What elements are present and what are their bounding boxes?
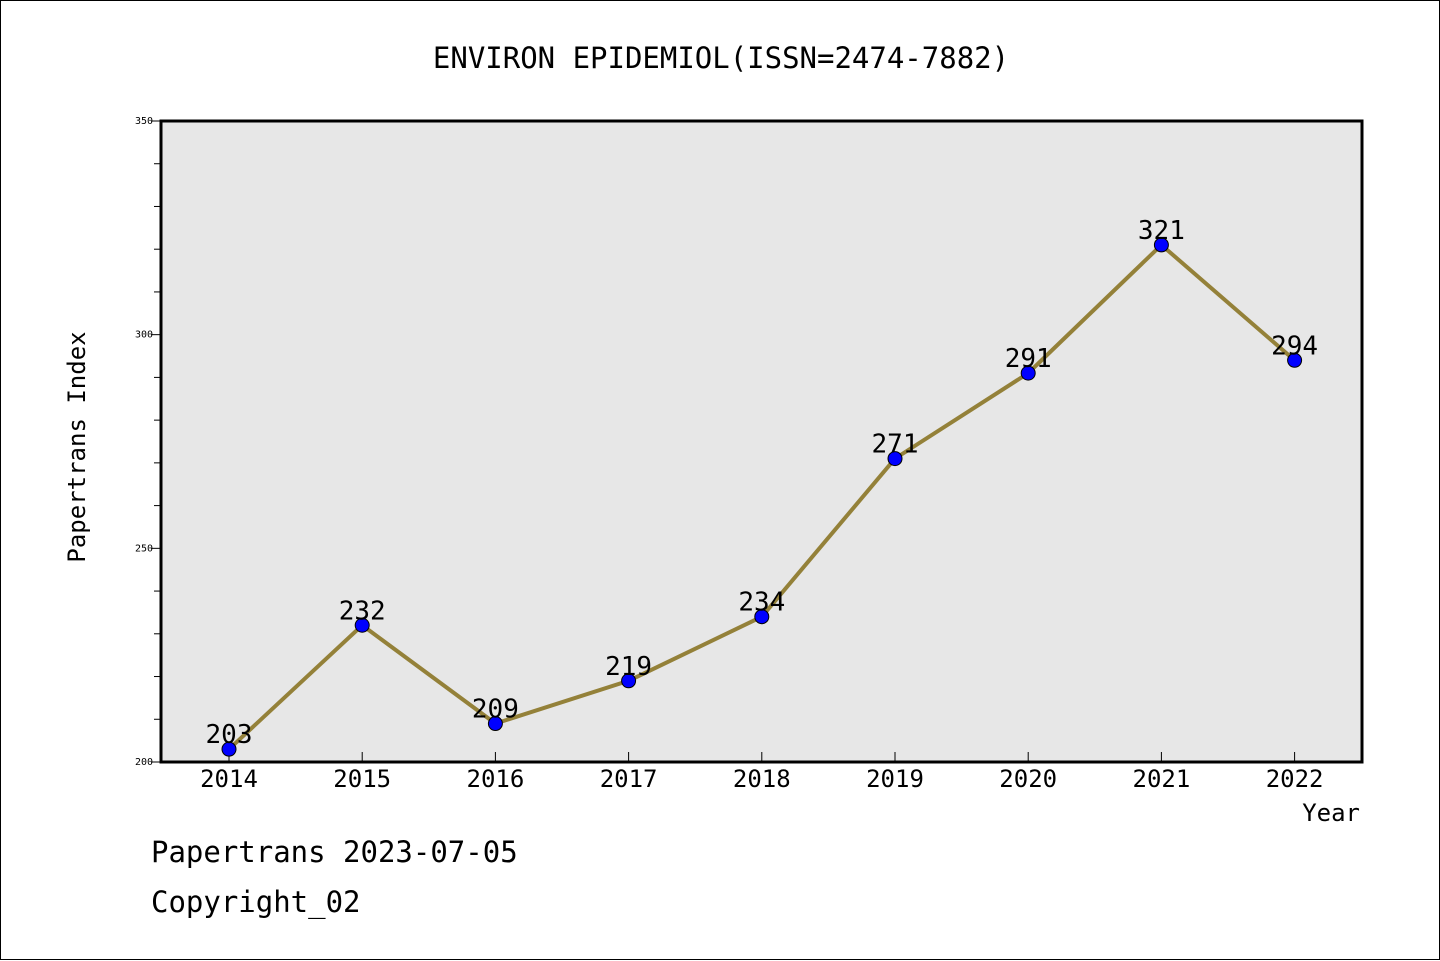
chart-title: ENVIRON EPIDEMIOL(ISSN=2474-7882) — [433, 41, 1009, 75]
y-axis-label: Papertrans Index — [63, 331, 91, 562]
data-label: 234 — [738, 588, 785, 618]
x-tick-label: 2019 — [866, 765, 924, 793]
y-tick-label: 200 — [135, 757, 153, 768]
x-tick-label: 2016 — [467, 765, 525, 793]
x-axis: 2014 2015 2016 2017 2018 2019 2020 2021 2022 — [200, 752, 1323, 793]
series-papertrans-index — [221, 237, 1303, 757]
data-point — [221, 741, 237, 757]
y-axis: 200 250 300 350 — [135, 116, 161, 768]
x-tick-label: 2018 — [733, 765, 791, 793]
y-tick-label: 350 — [135, 116, 153, 127]
footer-copyright: Copyright_02 — [151, 885, 361, 919]
data-point — [621, 673, 637, 689]
x-tick-label: 2020 — [999, 765, 1057, 793]
data-point — [354, 617, 370, 633]
data-label: 219 — [605, 652, 652, 682]
data-label: 291 — [1005, 344, 1052, 374]
data-point — [487, 716, 503, 732]
data-point — [1020, 365, 1036, 381]
data-point — [754, 609, 770, 625]
data-point — [1153, 237, 1169, 253]
data-label: 203 — [206, 720, 253, 750]
data-label: 232 — [339, 596, 386, 626]
x-tick-label: 2014 — [200, 765, 258, 793]
data-label: 294 — [1271, 331, 1318, 361]
data-label: 209 — [472, 695, 519, 725]
y-tick-label: 300 — [135, 330, 153, 341]
data-label: 271 — [872, 430, 919, 460]
data-point — [887, 451, 903, 467]
x-tick-label: 2017 — [600, 765, 658, 793]
x-tick-label: 2015 — [333, 765, 391, 793]
x-axis-label: Year — [1302, 799, 1360, 827]
footer-source: Papertrans 2023-07-05 — [151, 835, 518, 869]
x-tick-label: 2021 — [1133, 765, 1191, 793]
x-tick-label: 2022 — [1266, 765, 1324, 793]
plot-area — [159, 119, 1364, 764]
data-labels: 203 232 209 219 234 271 291 321 294 — [206, 216, 1319, 750]
data-point — [1287, 352, 1303, 368]
y-tick-label: 250 — [135, 543, 153, 554]
data-label: 321 — [1138, 216, 1185, 246]
